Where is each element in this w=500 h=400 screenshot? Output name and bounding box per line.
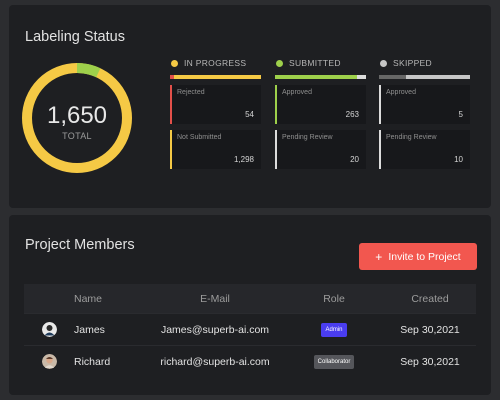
submitted-pending-stat[interactable]: Pending Review 20 — [275, 130, 366, 169]
stat-accent — [170, 130, 172, 169]
rejected-stat[interactable]: Rejected 54 — [170, 85, 261, 124]
submitted-column: SUBMITTED Approved 263 Pending Review 20 — [275, 56, 366, 169]
in-progress-bar — [170, 75, 261, 79]
labeling-status-title: Labeling Status — [25, 29, 125, 45]
rejected-label: Rejected — [177, 89, 205, 96]
table-header: Name E-Mail Role Created — [24, 284, 476, 313]
name-column-header[interactable]: Name — [74, 292, 103, 305]
in-progress-label: IN PROGRESS — [184, 58, 247, 68]
skipped-label: SKIPPED — [393, 58, 432, 68]
submitted-header: SUBMITTED — [275, 56, 366, 70]
submitted-label: SUBMITTED — [289, 58, 341, 68]
member-created: Sep 30,2021 — [400, 323, 460, 336]
plus-icon: + — [375, 249, 383, 264]
not-submitted-stat[interactable]: Not Submitted 1,298 — [170, 130, 261, 169]
stat-accent — [275, 130, 277, 169]
submitted-bar — [275, 75, 366, 79]
total-donut-chart — [22, 63, 132, 173]
bar-segment — [379, 75, 407, 79]
email-column-header[interactable]: E-Mail — [200, 292, 230, 305]
skipped-approved-stat[interactable]: Approved 5 — [379, 85, 470, 124]
table-row[interactable]: James James@superb-ai.com Admin Sep 30,2… — [24, 313, 476, 345]
stat-accent — [275, 85, 277, 124]
rejected-value: 54 — [245, 110, 254, 119]
member-created: Sep 30,2021 — [400, 355, 460, 368]
approved-value: 5 — [458, 110, 463, 119]
skipped-column: SKIPPED Approved 5 Pending Review 10 — [379, 56, 470, 169]
submitted-approved-stat[interactable]: Approved 263 — [275, 85, 366, 124]
stat-accent — [379, 130, 381, 169]
pending-review-label: Pending Review — [282, 134, 333, 141]
bar-segment — [356, 75, 366, 79]
members-table: Name E-Mail Role Created James James@sup… — [24, 284, 476, 377]
member-name: Richard — [74, 355, 111, 368]
bar-segment — [406, 75, 470, 79]
avatar — [41, 354, 57, 369]
skipped-dot-icon — [380, 59, 387, 67]
avatar-cell — [24, 354, 74, 369]
project-members-title: Project Members — [25, 237, 135, 253]
total-label: TOTAL — [62, 131, 92, 141]
approved-label: Approved — [282, 89, 312, 96]
donut-green-segment — [22, 63, 132, 173]
skipped-bar — [379, 75, 470, 79]
bar-segment — [170, 75, 174, 79]
bar-segment — [173, 75, 261, 79]
invite-to-project-button[interactable]: + Invite to Project — [359, 243, 477, 270]
total-count: 1,650 — [46, 102, 108, 129]
pending-review-label: Pending Review — [386, 134, 437, 141]
invite-button-label: Invite to Project — [388, 250, 461, 263]
skipped-pending-stat[interactable]: Pending Review 10 — [379, 130, 470, 169]
member-email: richard@superb-ai.com — [160, 355, 270, 368]
in-progress-dot-icon — [171, 59, 178, 67]
pending-review-value: 10 — [454, 155, 463, 164]
approved-value: 263 — [345, 110, 359, 119]
approved-label: Approved — [386, 89, 416, 96]
role-column-header[interactable]: Role — [323, 292, 345, 305]
avatar — [41, 322, 57, 337]
member-email: James@superb-ai.com — [160, 323, 270, 336]
avatar-cell — [24, 322, 74, 337]
pending-review-value: 20 — [350, 155, 359, 164]
member-name: James — [74, 323, 105, 336]
submitted-dot-icon — [276, 59, 283, 67]
table-row[interactable]: Richard richard@superb-ai.com Collaborat… — [24, 345, 476, 377]
in-progress-header: IN PROGRESS — [170, 56, 261, 70]
stat-accent — [170, 85, 172, 124]
bar-segment — [275, 75, 357, 79]
created-column-header[interactable]: Created — [411, 292, 449, 305]
role-badge: Admin — [321, 322, 347, 337]
skipped-header: SKIPPED — [379, 56, 470, 70]
role-badge: Collaborator — [313, 354, 355, 369]
not-submitted-value: 1,298 — [233, 155, 254, 164]
in-progress-column: IN PROGRESS Rejected 54 Not Submitted 1,… — [170, 56, 261, 169]
stat-accent — [379, 85, 381, 124]
not-submitted-label: Not Submitted — [177, 134, 222, 141]
